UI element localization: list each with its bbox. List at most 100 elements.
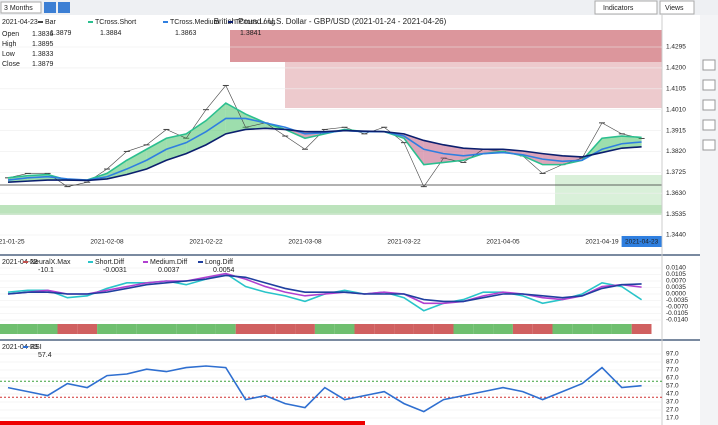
signal-strip: [275, 324, 296, 334]
y-tick-label: 1.3630: [666, 190, 686, 197]
legend-swatch: [228, 21, 233, 23]
y-tick-label: 17.0: [666, 415, 679, 422]
signal-strip: [374, 324, 395, 334]
legend-swatch: [23, 261, 28, 263]
chart-title: British Pound / U.S. Dollar - GBP/USD (2…: [214, 17, 447, 26]
icon[interactable]: [702, 139, 716, 151]
signal-strip: [354, 324, 375, 334]
x-tick-label: 2021-04-23: [625, 239, 659, 246]
series-line: [7, 102, 642, 181]
signal-strip: [116, 324, 137, 334]
y-tick-label: 0.0105: [666, 271, 686, 278]
signal-strip: [314, 324, 335, 334]
signal-strip: [493, 324, 513, 334]
cloud: [126, 149, 147, 175]
y-tick-label: -0.0035: [666, 297, 688, 304]
signal-strip: [631, 324, 652, 334]
signal-strip: [572, 324, 593, 334]
icon[interactable]: [702, 59, 716, 71]
cloud: [522, 151, 543, 165]
signal-strip: [176, 324, 197, 334]
indicators[interactable]: Indicators: [603, 5, 634, 12]
legend-value: 1.3863: [175, 30, 197, 37]
icon[interactable]: [702, 119, 716, 131]
y-tick-label: 0.0140: [666, 265, 686, 272]
legend-value: 1.3879: [50, 30, 72, 37]
legend-swatch: [163, 21, 168, 23]
legend-label: TCross.Short: [95, 19, 136, 26]
video-progress: [0, 421, 365, 425]
ohlc-label: Low: [2, 51, 16, 58]
y-tick-label: 1.3440: [666, 232, 686, 239]
legend-date: 2021-04-23: [2, 344, 38, 351]
legend-value: 0.0054: [213, 267, 235, 274]
signal-strip: [37, 324, 58, 334]
y-tick-label: 57.0: [666, 383, 679, 390]
legend-label: Medium.Diff: [150, 259, 187, 266]
period-select[interactable]: [0, 1, 42, 14]
cloud: [146, 138, 167, 170]
y-tick-label: 67.0: [666, 375, 679, 382]
ohlc-value: 1.3879: [32, 61, 54, 68]
zoom-in[interactable]: [44, 2, 56, 13]
x-label-highlight: [621, 236, 662, 247]
x-tick-label: 2021-04-19: [585, 239, 619, 246]
signal-strip: [334, 324, 355, 334]
signal-strip: [77, 324, 98, 334]
series-line: [7, 272, 642, 305]
legend-swatch: [143, 261, 148, 263]
signal-strip: [215, 324, 236, 334]
period[interactable]: 3 Months: [4, 5, 33, 12]
icon[interactable]: [702, 99, 716, 111]
legend-value: 1.3884: [100, 30, 122, 37]
signal-strip: [97, 324, 117, 334]
legend-label: Short.Diff: [95, 259, 124, 266]
series-line: [7, 84, 642, 188]
legend-swatch: [23, 346, 28, 348]
indicators-button[interactable]: [594, 0, 658, 15]
signal-strip: [295, 324, 315, 334]
legend-label: TCross.Long: [235, 19, 275, 26]
sidebar: [700, 15, 718, 425]
legend-value: -10.1: [38, 267, 54, 274]
cloud: [245, 114, 266, 130]
y-tick-label: 27.0: [666, 407, 679, 414]
y-tick-label: 1.3820: [666, 148, 686, 155]
signal-strip: [156, 324, 177, 334]
y-tick-label: 1.3535: [666, 211, 686, 218]
views-button[interactable]: [659, 0, 695, 15]
signal-strip: [394, 324, 414, 334]
icon[interactable]: [702, 79, 716, 91]
cloud: [542, 153, 563, 165]
legend-value: 0.0037: [158, 267, 180, 274]
signal-strip: [255, 324, 276, 334]
signal-strip: [512, 324, 533, 334]
resistance-zone: [285, 62, 662, 108]
y-tick-label: 77.0: [666, 367, 679, 374]
y-tick-label: -0.0105: [666, 310, 688, 317]
y-tick-label: 0.0035: [666, 284, 686, 291]
legend-label: TCross.Medium: [170, 19, 220, 26]
y-tick-label: 47.0: [666, 391, 679, 398]
ohlc-value: 1.3833: [32, 51, 54, 58]
series-line: [7, 274, 642, 303]
zoom-out[interactable]: [58, 2, 70, 13]
legend-value: 57.4: [38, 352, 52, 359]
signal-strip: [235, 324, 256, 334]
signal-strip: [136, 324, 157, 334]
ohlc-label: High: [2, 41, 17, 48]
series-line: [7, 117, 642, 181]
views[interactable]: Views: [665, 5, 684, 12]
x-tick-label: 2021-01-25: [0, 239, 25, 246]
legend-label: RSI: [30, 344, 42, 351]
x-tick-label: 2021-02-22: [189, 239, 223, 246]
legend-swatch: [88, 21, 93, 23]
cloud: [443, 144, 464, 163]
legend-value: 1.3841: [240, 30, 262, 37]
ohlc-value: 1.3895: [32, 41, 54, 48]
y-tick-label: -0.0140: [666, 317, 688, 324]
legend-swatch: [88, 261, 93, 263]
y-tick-label: 37.0: [666, 399, 679, 406]
cloud: [423, 140, 444, 165]
